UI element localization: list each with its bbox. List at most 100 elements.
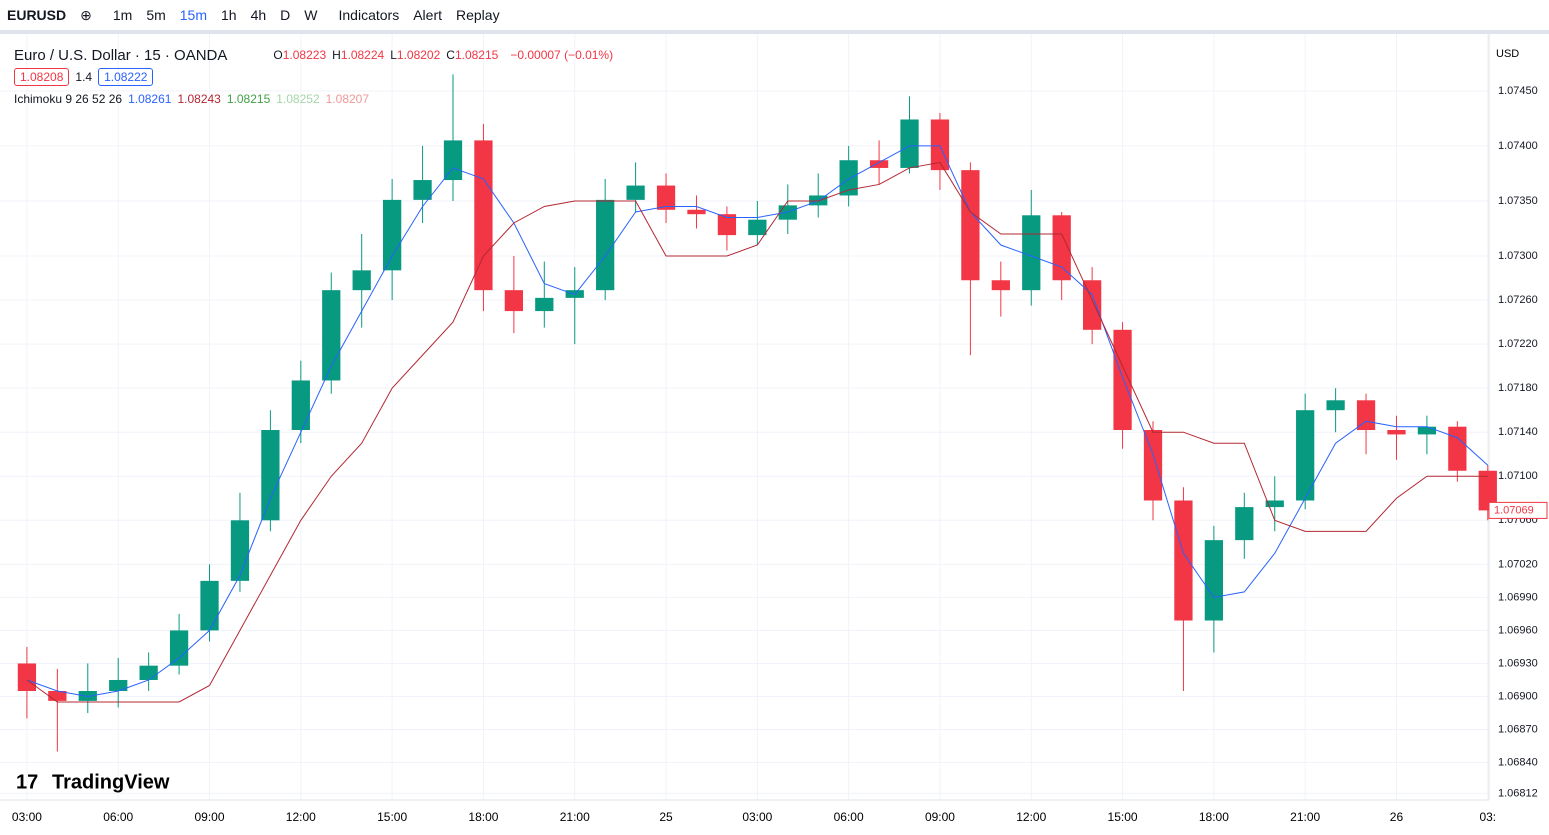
x-tick-label: 18:00	[1199, 810, 1229, 824]
y-tick-label: 1.07060	[1498, 514, 1538, 526]
indicator-value: 1.08243	[177, 92, 221, 106]
x-tick-label: 15:00	[1108, 810, 1138, 824]
interval[interactable]: 1m	[112, 7, 133, 23]
indicator-value: 1.08261	[128, 92, 172, 106]
candle-body	[1113, 329, 1132, 431]
candle-body	[1417, 426, 1437, 435]
x-tick-label: 21:00	[1290, 810, 1320, 824]
candle-body	[504, 290, 523, 312]
candle-body	[809, 195, 828, 206]
ask[interactable]: 1.08222	[98, 68, 154, 86]
y-tick-label: 1.07180	[1498, 382, 1538, 394]
x-tick-label: 12:00	[1016, 810, 1046, 824]
y-tick-label: 1.07020	[1498, 558, 1538, 570]
replay[interactable]: Replay	[456, 7, 500, 23]
interval[interactable]: 15m	[179, 7, 207, 23]
y-tick-label: 1.07100	[1498, 470, 1538, 482]
y-tick-label: 1.06840	[1498, 756, 1538, 768]
y-tick-label: 1.06930	[1498, 657, 1538, 669]
logo: 17	[16, 771, 38, 793]
candle-body	[656, 185, 676, 210]
price-label-box	[1488, 501, 1548, 519]
candle-body	[1174, 500, 1193, 621]
indicators[interactable]: Indicators	[338, 7, 400, 23]
x-tick-label: 06:00	[103, 810, 133, 824]
candle-body	[778, 205, 797, 220]
y-tick-label: 1.06870	[1498, 723, 1538, 735]
add[interactable]: ⊕	[80, 6, 92, 23]
bid[interactable]: 1.08208	[14, 68, 70, 86]
candle-body	[1143, 430, 1163, 501]
candle-body	[383, 199, 402, 271]
y-tick-label: 1.06990	[1498, 591, 1538, 603]
ohlc: O1.08223 H1.08224 L1.08202 C1.08215	[273, 48, 504, 62]
candle-body	[839, 160, 858, 196]
candle-body	[748, 219, 767, 236]
candle-body	[1326, 400, 1345, 411]
candle-body	[930, 119, 950, 171]
candle-body	[535, 297, 554, 312]
candle-body	[413, 180, 432, 200]
x-tick-label: 09:00	[195, 810, 225, 824]
x-tick-label: 26	[1390, 810, 1404, 824]
candle-body	[261, 430, 280, 521]
candle-body	[169, 630, 189, 666]
legend: Euro / U.S. Dollar · 15 · OANDA O1.08223 H…	[14, 44, 613, 110]
indicator-line	[26, 145, 1489, 697]
candle-body	[1204, 540, 1223, 621]
candle-body	[1083, 280, 1102, 330]
indicator-value: 1.08215	[226, 92, 271, 106]
x-tick-label: 06:00	[834, 810, 864, 824]
x-tick-label: 12:00	[286, 810, 316, 824]
indicator-value: 1.08252	[276, 92, 320, 106]
y-tick-label: 1.07450	[1498, 85, 1538, 97]
x-tick-label: 15:00	[377, 810, 407, 824]
candle-body	[474, 140, 493, 291]
candle-body	[717, 214, 737, 236]
candle-body	[230, 520, 250, 581]
ohlc-value: 1.08215	[454, 48, 499, 62]
candle-body	[1448, 426, 1467, 471]
candle-body	[900, 119, 919, 168]
indicator: Ichimoku 9 26 52 26	[14, 92, 123, 106]
x-tick-label: 25	[659, 810, 673, 824]
toolbar: EURUSD ⊕ 1m 5m 15m 1h 4h D W Indicators Alert …	[0, 0, 1549, 34]
x-tick-label: 03:00	[742, 810, 772, 824]
y-tick-label: 1.06900	[1498, 690, 1538, 702]
y-tick-label: 1.07220	[1498, 338, 1538, 350]
candle-body	[1478, 470, 1497, 511]
candle-body	[1235, 507, 1254, 541]
alert[interactable]: Alert	[413, 7, 442, 23]
interval[interactable]: W	[304, 7, 318, 23]
interval[interactable]: 4h	[250, 7, 267, 23]
ohlc-key: C	[446, 48, 455, 62]
x-tick-label: 21:00	[560, 810, 590, 824]
candle-body	[1296, 410, 1315, 501]
price-label: 1.07069	[1494, 504, 1534, 516]
candle-body	[1387, 430, 1406, 435]
ohlc-value: 1.08223	[282, 48, 327, 62]
interval[interactable]: D	[280, 7, 291, 23]
symbol[interactable]: EURUSD	[7, 7, 67, 23]
candle-body	[1356, 400, 1376, 431]
candle-body	[1265, 500, 1284, 508]
candle-body	[443, 140, 463, 181]
interval[interactable]: 1h	[221, 7, 237, 23]
candle-body	[565, 290, 584, 298]
indicator-value: 1.08207	[325, 92, 370, 106]
candle-body	[352, 270, 371, 291]
ohlc-key: O	[273, 48, 283, 62]
ohlc-key: L	[390, 48, 397, 62]
candle-body	[322, 290, 341, 381]
currency[interactable]: USD	[1496, 48, 1519, 60]
x-tick-label: 09:00	[925, 810, 955, 824]
spread: 1.4	[75, 70, 93, 84]
candle-body	[1022, 215, 1041, 291]
candle-body	[991, 280, 1010, 291]
title: Euro / U.S. Dollar · 15 · OANDA	[14, 46, 228, 64]
interval[interactable]: 5m	[146, 7, 166, 23]
y-tick-label: 1.07260	[1498, 294, 1538, 306]
ohlc-value: 1.08224	[340, 48, 385, 62]
